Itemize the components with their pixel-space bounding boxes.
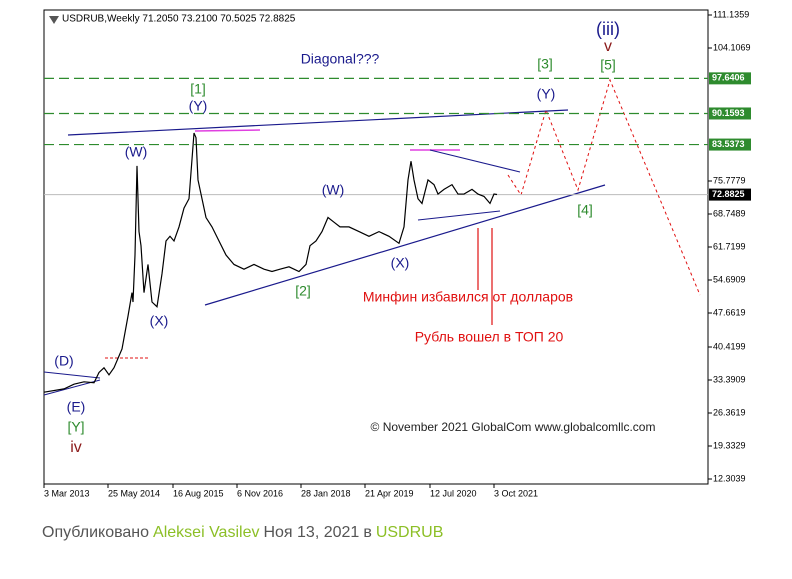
published-label: Опубликовано — [42, 524, 150, 541]
trendline — [417, 210, 501, 221]
y-tick-label: 47.6619 — [713, 307, 746, 317]
date: Ноя 13, 2021 — [263, 524, 360, 541]
icon — [49, 16, 59, 24]
y-tick-label: 54.6909 — [713, 274, 746, 284]
current-price-box — [709, 188, 751, 201]
y-tick-label: 75.7779 — [713, 175, 746, 185]
trendline — [204, 184, 606, 306]
footer: Опубликовано Aleksei Vasilev Ноя 13, 2021 в… — [42, 524, 447, 542]
plot-frame — [43, 9, 709, 485]
annotation: [2] — [295, 283, 311, 299]
price-level-label: 83.5373 — [712, 139, 745, 149]
price-level-box — [709, 138, 751, 151]
x-tick-label: 12 Jul 2020 — [430, 488, 477, 498]
y-tick-label: 26.3619 — [713, 407, 746, 417]
price-level-label: 90.1593 — [712, 108, 745, 118]
x-tick-label: 16 Aug 2015 — [173, 488, 224, 498]
annotation: © November 2021 GlobalCom www.globalcoml… — [371, 420, 656, 434]
annotation: [1] — [190, 81, 206, 97]
annotation: (X) — [150, 313, 169, 329]
annotation: [Y] — [67, 419, 84, 435]
trendline — [429, 149, 521, 173]
symbol-link[interactable]: USDRUB — [375, 524, 444, 541]
x-tick-label: 6 Nov 2016 — [237, 488, 283, 498]
x-tick-label: 3 Mar 2013 — [44, 488, 90, 498]
drawings — [43, 78, 701, 396]
y-tick-label: 40.4199 — [713, 341, 746, 351]
annotation: (D) — [54, 353, 73, 369]
y-tick-label: 19.3329 — [713, 440, 746, 450]
annotation: Минфин избавился от долларов — [363, 289, 573, 305]
annotation: [4] — [577, 202, 593, 218]
forecast-path — [507, 78, 701, 296]
x-tick-label: 28 Jan 2018 — [301, 488, 351, 498]
current-price-label: 72.8825 — [712, 189, 745, 199]
y-tick-label: 111.1359 — [713, 9, 749, 19]
trendline — [194, 129, 261, 132]
author-link[interactable]: Aleksei Vasilev — [153, 524, 260, 541]
price-line — [43, 132, 498, 393]
price-level-box — [709, 72, 751, 85]
annotation: Diagonal??? — [301, 51, 380, 67]
annotation: (iii) — [596, 19, 620, 39]
y-tick-label: 61.7199 — [713, 241, 746, 251]
annotation: v — [604, 38, 612, 55]
annotation: (W) — [125, 144, 148, 160]
y-tick-label: 104.1069 — [713, 42, 751, 52]
annotation: (Y) — [189, 98, 208, 114]
annotation: Рубль вошел в ТОП 20 — [415, 329, 564, 345]
price-level-label: 97.6406 — [712, 73, 745, 83]
annotation: (E) — [67, 399, 86, 415]
annotation: [5] — [600, 57, 616, 73]
price-level-box — [709, 107, 751, 120]
annotation: [3] — [537, 56, 553, 72]
y-tick-label: 68.7489 — [713, 208, 746, 218]
annotation: (X) — [391, 255, 410, 271]
x-tick-label: 25 May 2014 — [108, 488, 160, 498]
in-label: в — [363, 524, 372, 541]
y-tick-label: 12.3039 — [713, 473, 746, 483]
chart: USDRUB,Weekly 71.2050 73.2100 70.5025 72… — [43, 9, 751, 498]
trendline — [67, 109, 569, 136]
annotation: iv — [70, 439, 82, 456]
trendline — [43, 371, 101, 379]
chart-header: USDRUB,Weekly 71.2050 73.2100 70.5025 72… — [62, 14, 296, 25]
x-tick-label: 3 Oct 2021 — [494, 488, 538, 498]
annotation: (Y) — [537, 86, 556, 102]
x-tick-label: 21 Apr 2019 — [365, 488, 414, 498]
y-tick-label: 33.3909 — [713, 374, 746, 384]
annotation: (W) — [322, 182, 345, 198]
